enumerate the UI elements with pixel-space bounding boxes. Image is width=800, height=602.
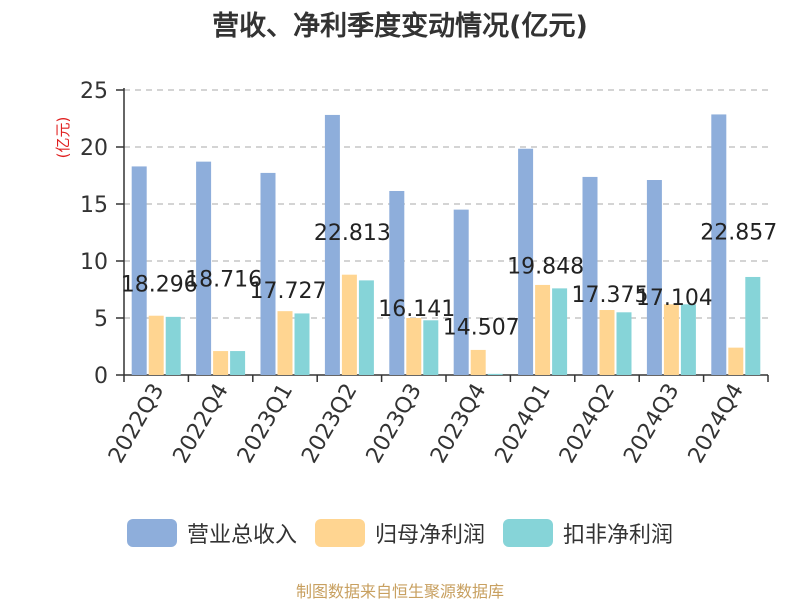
bar-3	[165, 316, 181, 375]
bar-1	[646, 180, 662, 375]
legend: 营业总收入 归母净利润 扣非净利润	[0, 517, 800, 549]
bar-2	[213, 351, 229, 375]
y-tick-label: 0	[94, 364, 108, 389]
bar-3	[423, 320, 439, 375]
chart-title: 营收、净利季度变动情况(亿元)	[212, 11, 588, 42]
legend-label: 扣非净利润	[563, 523, 674, 548]
bar-1	[260, 172, 276, 375]
x-tick-label: 2023Q3	[362, 380, 427, 468]
legend-item-3[interactable]: 扣非净利润	[503, 517, 673, 549]
legend-swatch	[126, 519, 177, 547]
bar-1	[453, 209, 469, 375]
x-tick-label: 2024Q1	[490, 380, 555, 468]
bar-1	[131, 166, 147, 375]
data-label: 22.857	[700, 220, 777, 245]
data-label: 17.375	[572, 283, 649, 308]
bar-1	[518, 148, 534, 375]
data-label: 22.813	[314, 221, 391, 246]
bar-2	[341, 274, 357, 375]
data-label: 16.141	[378, 297, 455, 322]
y-tick-label: 10	[80, 250, 108, 275]
bar-3	[616, 312, 632, 375]
x-tick-label: 2023Q4	[426, 380, 491, 468]
y-tick-label: 15	[80, 193, 108, 218]
bar-3	[358, 280, 374, 375]
bar-1	[389, 190, 405, 375]
x-tick-label: 2024Q2	[555, 380, 620, 468]
bar-1	[582, 176, 598, 375]
x-tick-label: 2024Q3	[619, 380, 684, 468]
bar-2	[728, 347, 744, 375]
legend-label: 归母净利润	[374, 523, 485, 548]
bar-2	[470, 349, 486, 375]
data-label: 19.848	[507, 255, 584, 280]
bar-3	[552, 288, 568, 375]
legend-swatch	[314, 519, 365, 547]
legend-swatch	[503, 519, 553, 547]
y-axis-label: (亿元)	[54, 117, 72, 159]
bar-3	[230, 351, 246, 375]
x-tick-label: 2023Q1	[233, 380, 298, 468]
data-label: 17.104	[636, 286, 713, 311]
x-tick-label: 2022Q3	[104, 380, 169, 468]
x-tick-label: 2022Q4	[168, 380, 233, 468]
legend-item-1[interactable]: 营业总收入	[126, 517, 297, 549]
y-tick-label: 20	[80, 136, 108, 161]
legend-item-2[interactable]: 归母净利润	[314, 517, 485, 549]
bar-1	[196, 161, 212, 375]
bar-3	[680, 304, 696, 375]
bar-2	[406, 318, 422, 375]
y-tick-label: 25	[80, 79, 108, 104]
bar-1	[324, 114, 340, 376]
bar-2	[535, 284, 551, 375]
x-tick-label: 2023Q2	[297, 380, 362, 468]
bar-2	[663, 304, 679, 375]
data-label: 17.727	[250, 279, 327, 304]
data-label: 14.507	[443, 316, 520, 341]
bar-2	[599, 310, 615, 375]
bar-3	[294, 313, 310, 375]
bar-3	[745, 276, 761, 375]
bar-2	[148, 315, 164, 375]
data-label: 18.296	[121, 272, 198, 297]
legend-label: 营业总收入	[186, 523, 297, 548]
bar-1	[711, 114, 727, 375]
data-label: 18.716	[185, 268, 262, 293]
y-tick-label: 5	[94, 307, 108, 332]
source-note: 制图数据来自恒生聚源数据库	[295, 582, 504, 601]
bar-2	[277, 311, 293, 375]
x-tick-label: 2024Q4	[684, 380, 749, 468]
bar-3	[487, 373, 503, 375]
